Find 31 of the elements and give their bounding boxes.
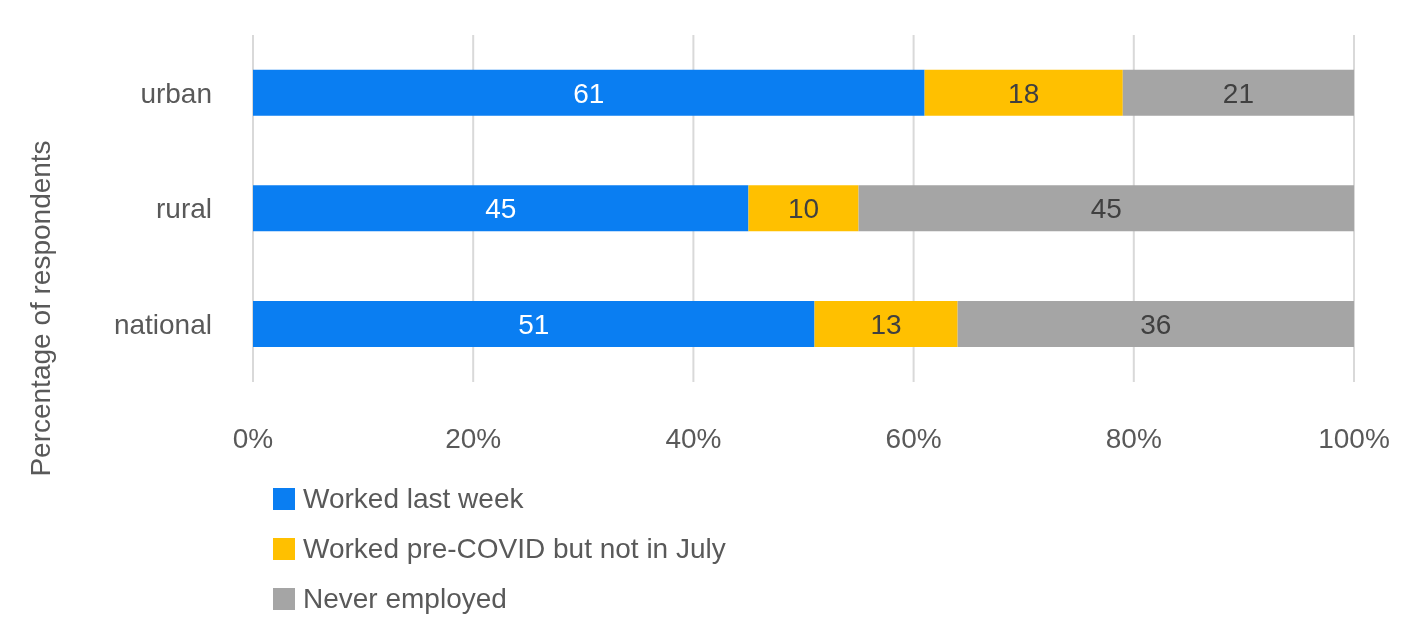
data-label: 45 (485, 193, 517, 225)
data-label: 13 (870, 308, 902, 340)
bar (858, 185, 1354, 232)
x-tick-label: 0% (232, 422, 274, 454)
bar (748, 185, 859, 232)
x-tick-label: 20% (445, 422, 502, 454)
legend-label: Worked last week (303, 482, 524, 514)
data-label: 21 (1222, 77, 1254, 109)
data-label: 10 (787, 193, 820, 225)
y-tick-label: rural (155, 193, 212, 225)
data-label: 18 (1008, 77, 1040, 109)
legend-label: Worked pre-COVID but not in July (303, 532, 726, 564)
x-tick-label: 80% (1105, 422, 1162, 454)
bar (253, 69, 925, 116)
data-label: 45 (1090, 193, 1122, 225)
y-tick-label: national (113, 309, 212, 341)
y-axis-title: Percentage of respondents (25, 140, 56, 477)
bar (957, 301, 1354, 348)
y-tick-label: urban (140, 77, 212, 109)
bar (924, 69, 1123, 116)
data-label: 36 (1140, 308, 1172, 340)
bar (253, 301, 815, 348)
x-tick-label: 100% (1318, 422, 1390, 454)
bar (253, 185, 749, 232)
bar (814, 301, 958, 348)
legend-label: Never employed (303, 582, 507, 614)
x-tick-label: 60% (885, 422, 942, 454)
bar (1122, 69, 1354, 116)
data-label: 51 (518, 308, 550, 340)
data-label: 61 (573, 77, 605, 109)
x-tick-label: 40% (665, 422, 722, 454)
